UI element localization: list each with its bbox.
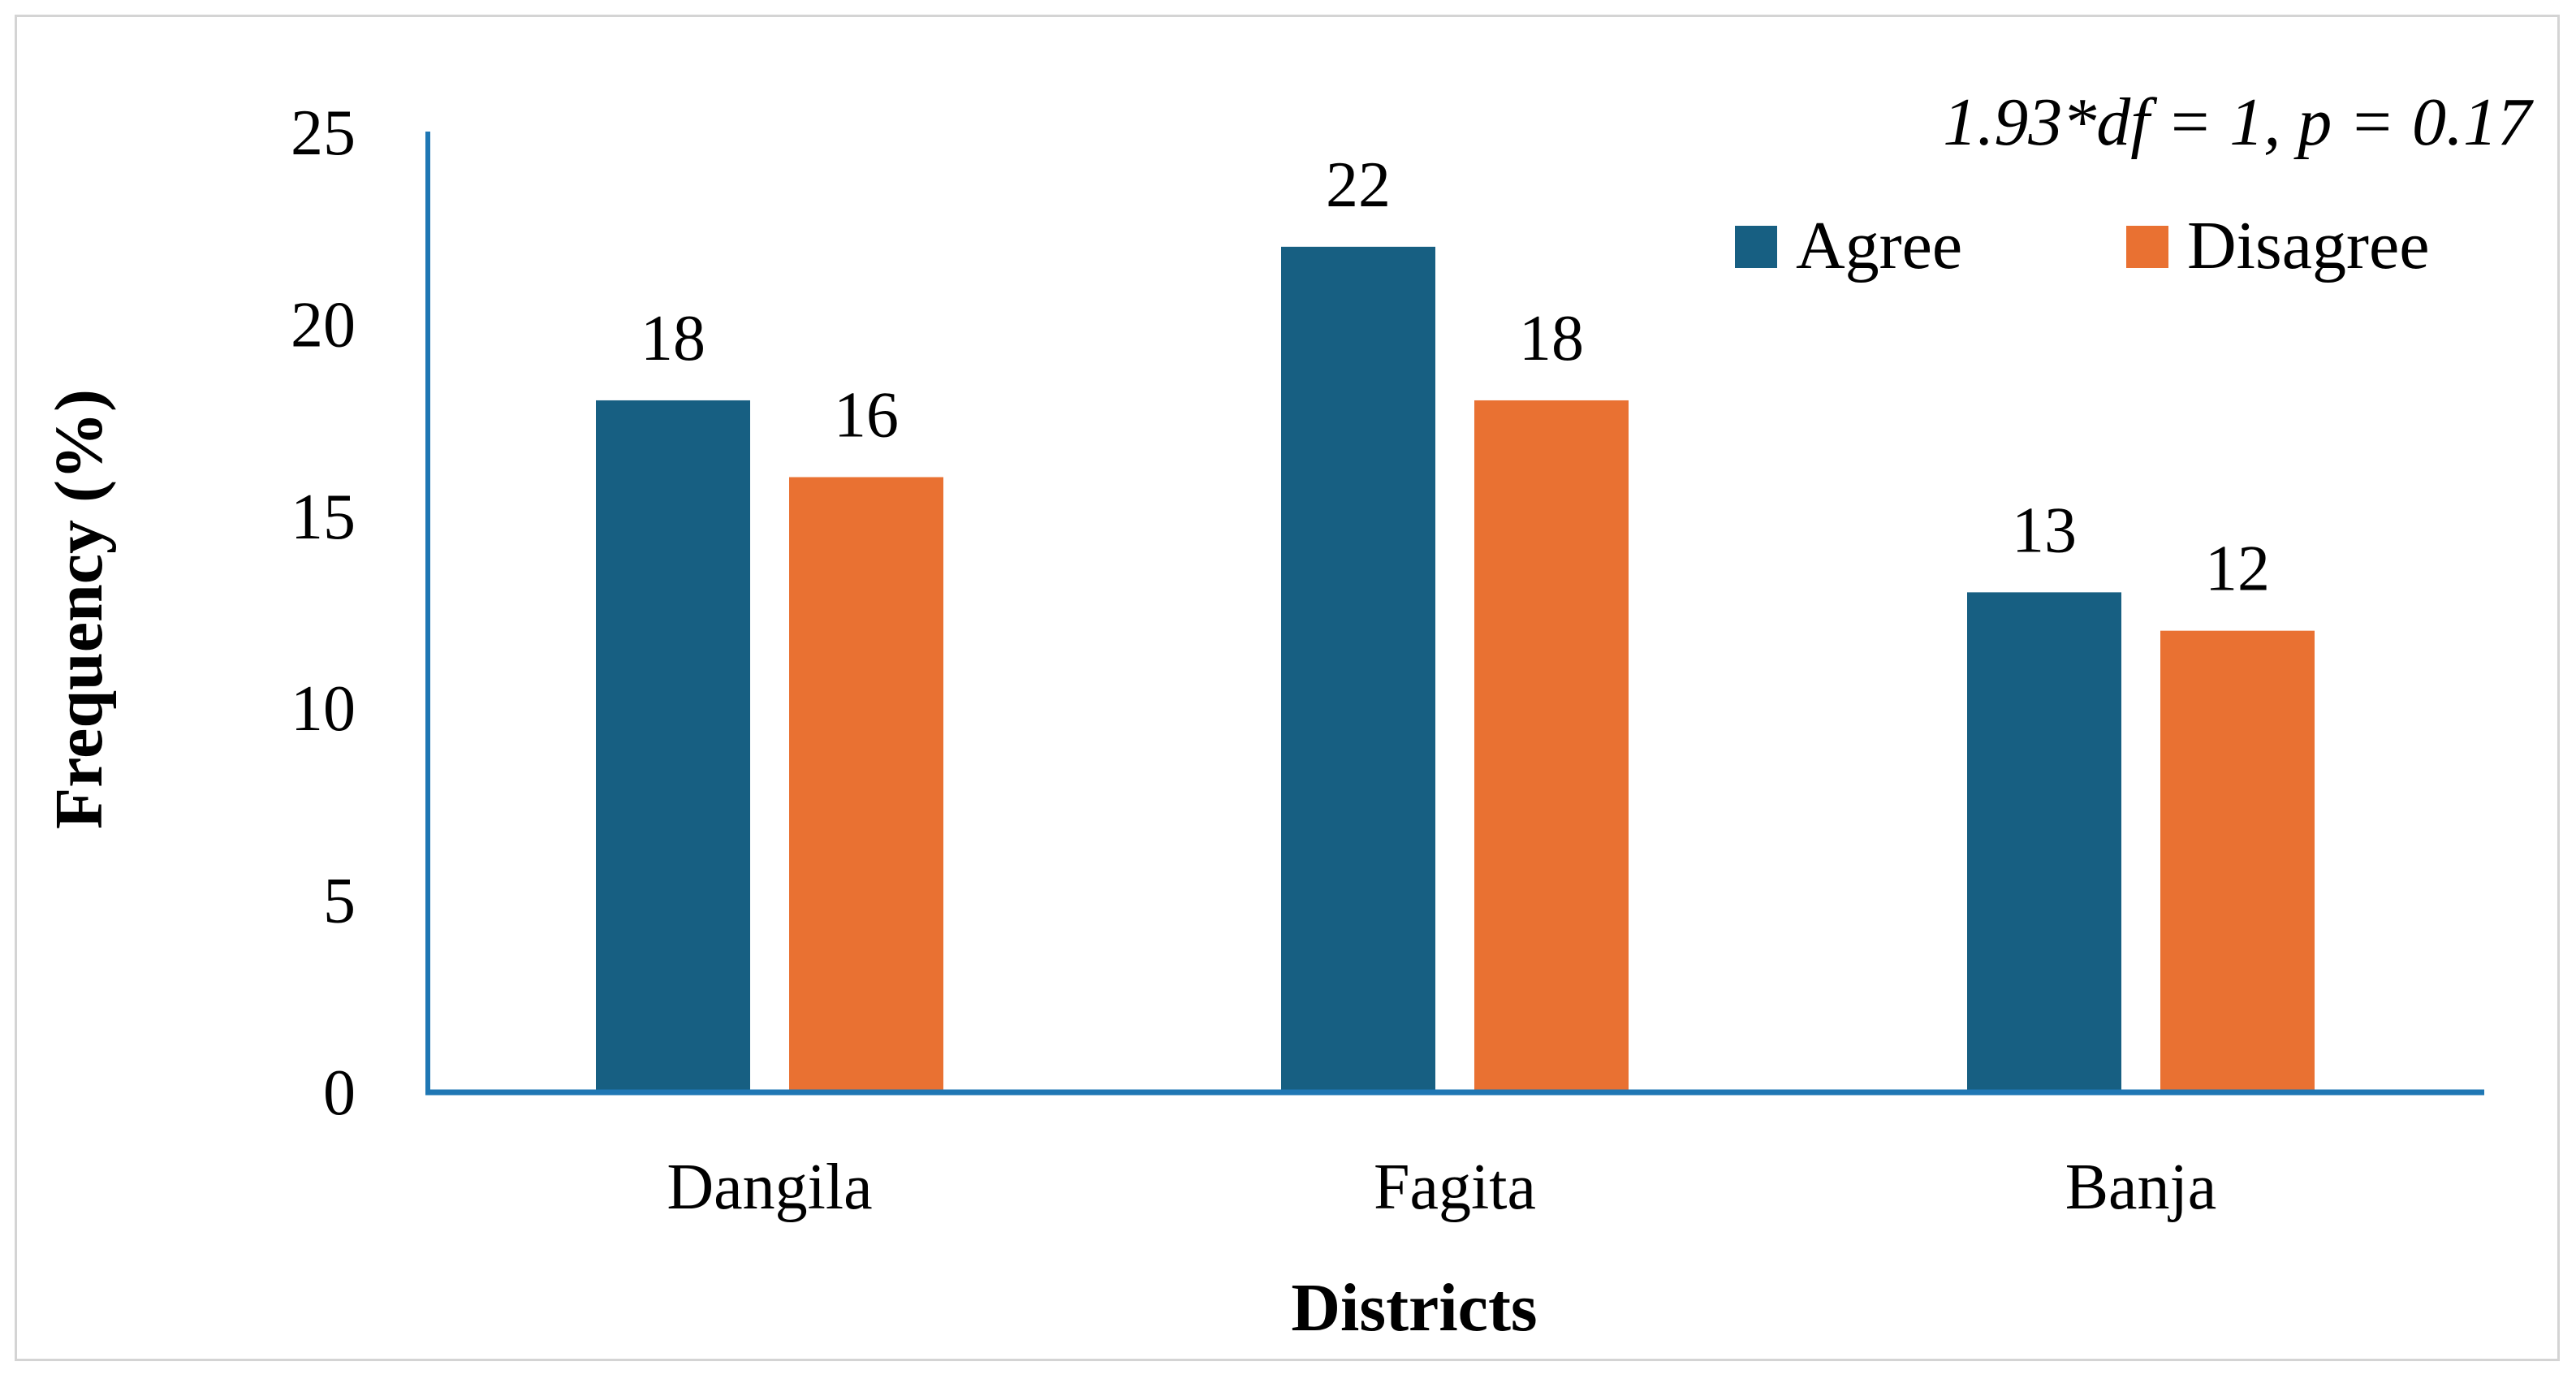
y-tick-label: 20: [291, 289, 356, 361]
bar-disagree-banja: [2160, 630, 2315, 1092]
data-label-agree-fagita: 22: [1326, 149, 1391, 221]
legend-swatch-agree: [1735, 226, 1777, 268]
y-axis-title: Frequency (%): [41, 389, 117, 829]
data-label-agree-dangila: 18: [641, 303, 705, 374]
y-tick-label: 25: [291, 97, 356, 169]
y-tick-label: 0: [323, 1057, 356, 1129]
bar-agree-banja: [1967, 592, 2121, 1092]
data-label-disagree-banja: 12: [2205, 534, 2270, 605]
x-tick-label: Banja: [2065, 1152, 2217, 1223]
x-axis-title: Districts: [1291, 1270, 1537, 1346]
y-tick-label: 5: [323, 866, 356, 937]
bar-agree-fagita: [1281, 246, 1435, 1092]
bar-disagree-fagita: [1474, 400, 1629, 1092]
data-label-disagree-fagita: 18: [1519, 303, 1584, 374]
x-tick-label: Dangila: [667, 1152, 872, 1223]
bar-disagree-dangila: [789, 477, 943, 1092]
chi-square-annotation: 1.93*df = 1, p = 0.17: [1943, 84, 2534, 160]
legend-swatch-disagree: [2126, 226, 2168, 268]
bar-agree-dangila: [596, 400, 750, 1092]
data-label-agree-banja: 13: [2012, 495, 2077, 566]
chart-frame: [15, 15, 2560, 1361]
y-tick-label: 15: [291, 482, 356, 553]
labels-layer: 0 5 10 15 20 25 18 16 Dangila 22 18 Fagita 13 12 Banja: [291, 97, 2270, 1223]
bars-layer: [596, 246, 2315, 1092]
data-label-disagree-dangila: 16: [834, 380, 899, 452]
legend-label-disagree: Disagree: [2187, 208, 2430, 283]
x-tick-label: Fagita: [1374, 1152, 1536, 1223]
legend-label-agree: Agree: [1796, 208, 1962, 283]
legend: Agree Disagree: [1735, 208, 2430, 283]
y-tick-label: 10: [291, 673, 356, 745]
